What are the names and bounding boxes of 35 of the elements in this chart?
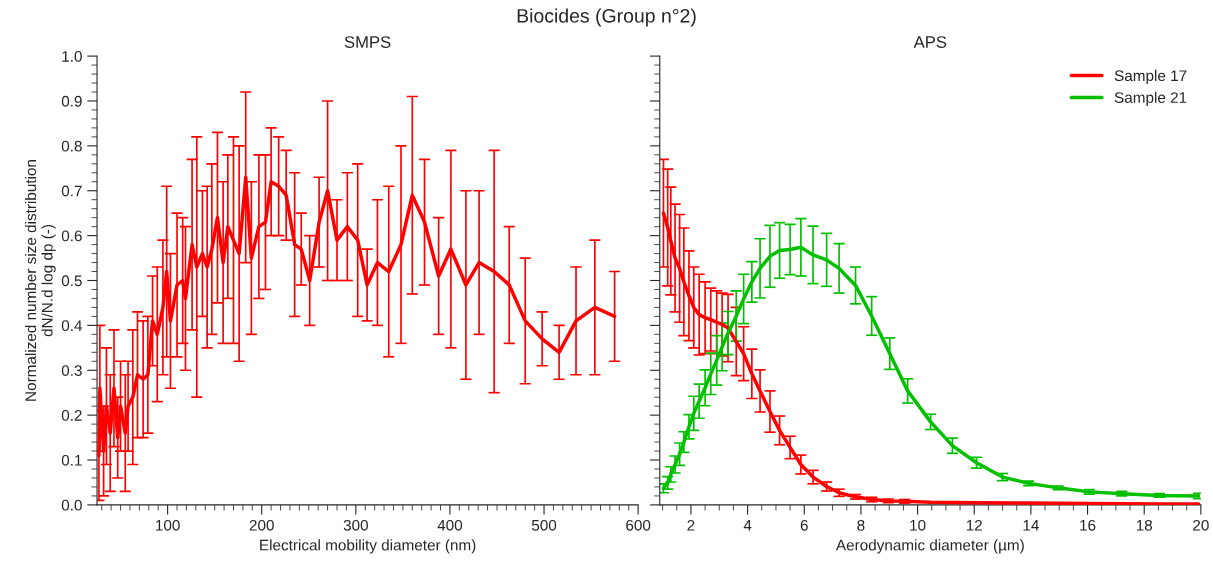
chart-subtitle: SMPS — [344, 36, 391, 48]
y-tick-label: 0.9 — [61, 95, 82, 107]
x-axis-title: Electrical mobility diameter (nm) — [260, 539, 476, 554]
x-tick-label: 12 — [966, 519, 982, 531]
x-tick-label: 20 — [1193, 519, 1209, 531]
chart-subtitle: APS — [913, 36, 947, 48]
y-tick-label: 0.8 — [61, 140, 82, 152]
x-tick-label: 400 — [437, 519, 463, 531]
x-tick-label: 8 — [857, 519, 865, 531]
y-tick-label: 0.6 — [61, 230, 82, 242]
y-tick-label: 0.4 — [61, 320, 83, 332]
x-tick-label: 16 — [1080, 519, 1096, 531]
y-tick-label: 0.5 — [61, 275, 82, 287]
y-tick-label: 0.7 — [61, 185, 82, 197]
x-tick-label: 100 — [156, 519, 180, 531]
y-tick-label: 0.2 — [61, 410, 82, 421]
x-tick-label: 14 — [1023, 520, 1039, 531]
x-tick-label: 200 — [249, 519, 274, 531]
x-tick-label: 6 — [800, 519, 808, 531]
y-tick-label: 0.3 — [61, 365, 82, 376]
legend-label: Sample 21 — [1114, 91, 1187, 106]
x-tick-label: 500 — [531, 519, 557, 531]
y-tick-label: 1.0 — [62, 50, 82, 62]
y-axis-title: Normalized number size distribution dN/N.d log dp (-) — [24, 160, 56, 401]
legend-label: Sample 17 — [1114, 69, 1187, 85]
x-tick-label: 600 — [626, 519, 651, 531]
x-tick-label: 300 — [343, 519, 368, 531]
x-axis-title: Aerodynamic diameter (µm) — [835, 539, 1024, 554]
x-tick-label: 10 — [910, 519, 926, 531]
y-tick-label: 0.1 — [61, 454, 82, 466]
chart-title: Biocides (Group n°2) — [517, 8, 696, 27]
x-tick-label: 18 — [1136, 519, 1153, 531]
y-tick-label: 0.0 — [61, 499, 82, 511]
x-tick-label: 4 — [743, 520, 752, 531]
x-tick-label: 2 — [687, 519, 695, 531]
